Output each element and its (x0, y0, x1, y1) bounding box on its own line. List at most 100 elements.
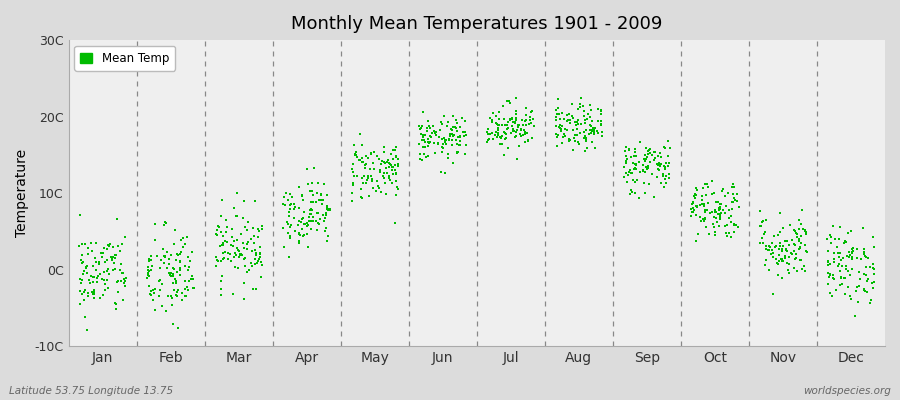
Point (227, 238, 241, 244)
Point (435, 136, 449, 142)
Point (799, 249, 814, 255)
Point (859, 264, 873, 270)
Point (561, 117, 575, 123)
Point (507, 128, 521, 134)
Point (177, 278, 192, 284)
Point (428, 132, 443, 138)
Point (73, 276, 87, 282)
Point (838, 237, 852, 244)
Point (705, 191, 719, 198)
Point (146, 297, 160, 304)
Point (166, 271, 180, 277)
Point (296, 215, 310, 222)
Point (686, 205, 700, 212)
Point (281, 230, 295, 236)
Point (75, 252, 89, 258)
Point (175, 249, 189, 255)
Point (320, 204, 335, 210)
Point (554, 140, 569, 146)
Point (295, 191, 310, 198)
Point (791, 235, 806, 242)
Point (858, 288, 872, 294)
Point (794, 233, 808, 239)
Point (726, 194, 741, 201)
Point (304, 206, 319, 212)
Point (163, 272, 177, 278)
Point (628, 164, 643, 171)
Point (643, 150, 657, 156)
Point (214, 257, 229, 264)
Point (414, 125, 428, 131)
Point (310, 190, 325, 196)
Point (548, 106, 562, 113)
Point (291, 222, 305, 228)
Point (572, 141, 587, 148)
Point (770, 260, 784, 266)
Point (792, 217, 806, 224)
Point (647, 155, 662, 161)
Point (101, 266, 115, 272)
Point (844, 266, 859, 272)
Point (234, 251, 248, 258)
Point (752, 208, 767, 214)
Point (173, 265, 187, 272)
Point (482, 131, 497, 138)
Point (297, 209, 311, 215)
Point (842, 254, 857, 260)
Point (79, 264, 94, 270)
Point (510, 127, 525, 133)
Point (480, 139, 494, 145)
Point (508, 94, 523, 101)
Point (499, 131, 513, 137)
Point (241, 239, 256, 245)
Point (518, 118, 533, 124)
Point (713, 201, 727, 207)
Point (577, 112, 591, 119)
Point (237, 198, 251, 204)
Point (790, 268, 805, 274)
Point (724, 199, 739, 205)
Point (350, 173, 365, 179)
Point (387, 220, 401, 227)
Point (454, 138, 468, 144)
Point (788, 227, 802, 234)
Point (493, 135, 508, 141)
Point (577, 129, 591, 136)
Point (517, 127, 531, 133)
Point (356, 158, 370, 165)
Point (569, 121, 583, 128)
Point (355, 142, 369, 148)
Point (618, 158, 633, 165)
Point (619, 160, 634, 166)
Point (587, 127, 601, 133)
Point (433, 126, 447, 133)
Point (650, 174, 664, 180)
Point (361, 174, 375, 181)
Point (771, 246, 786, 252)
Point (186, 276, 201, 282)
Point (304, 211, 319, 217)
Point (320, 202, 334, 209)
Point (775, 256, 789, 263)
Point (506, 127, 520, 134)
Point (216, 233, 230, 240)
Point (449, 150, 464, 156)
Point (215, 197, 230, 203)
Point (550, 111, 564, 117)
Point (572, 130, 587, 136)
Point (690, 231, 705, 237)
Point (367, 166, 382, 172)
Point (619, 144, 634, 150)
Point (355, 175, 369, 182)
Point (377, 148, 392, 155)
Point (389, 144, 403, 150)
Point (177, 241, 192, 248)
Point (357, 165, 372, 172)
Point (79, 265, 94, 271)
Point (319, 212, 333, 218)
Point (306, 191, 320, 198)
Point (635, 162, 650, 168)
Point (428, 129, 442, 136)
Point (100, 256, 114, 263)
Point (245, 248, 259, 254)
